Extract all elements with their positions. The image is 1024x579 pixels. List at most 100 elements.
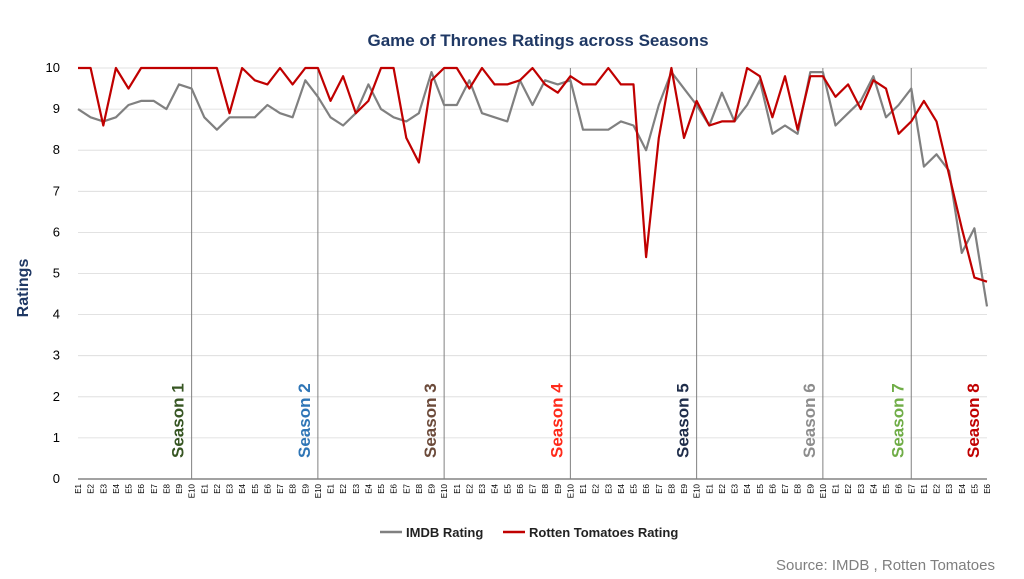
x-tick-label: E3 [731, 483, 740, 493]
x-tick-label: E4 [617, 483, 626, 493]
x-tick-label: E4 [958, 483, 967, 493]
y-tick-label: 1 [53, 430, 60, 445]
x-tick-label: E3 [99, 483, 108, 493]
x-tick-label: E7 [276, 483, 285, 493]
x-axis-ticks: E1 E2 E3 E4 E5 E6 E7 E8 E9 E10 E1 E2 E3 E4 E5 E6 E7 E8 E9 E… [74, 483, 992, 498]
x-tick-label: E4 [238, 483, 247, 493]
y-tick-label: 2 [53, 389, 60, 404]
x-tick-label: E10 [693, 483, 702, 498]
season-label: Season 7 [888, 383, 907, 458]
season-labels: Season 1 Season 2 Season 3 Season 4 Season 5… [169, 383, 983, 458]
x-tick-label: E7 [907, 483, 916, 493]
x-tick-label: E7 [402, 483, 411, 493]
source-note: Source: IMDB , Rotten Tomatoes [776, 557, 995, 574]
x-tick-label: E3 [945, 483, 954, 493]
x-tick-label: E3 [604, 483, 613, 493]
x-tick-label: E2 [87, 483, 96, 493]
x-tick-label: E5 [125, 483, 134, 493]
x-tick-label: E2 [933, 483, 942, 493]
x-tick-label: E1 [453, 483, 462, 493]
x-tick-label: E4 [869, 483, 878, 493]
x-tick-label: E8 [667, 483, 676, 493]
x-tick-label: E7 [150, 483, 159, 493]
x-tick-label: E6 [390, 483, 399, 493]
y-axis-label: Ratings [15, 259, 32, 318]
x-tick-label: E2 [592, 483, 601, 493]
series-lines [77, 66, 989, 307]
x-tick-label: E5 [756, 483, 765, 493]
x-tick-label: E3 [352, 483, 361, 493]
x-tick-label: E10 [314, 483, 323, 498]
x-tick-label: E2 [213, 483, 222, 493]
y-tick-label: 9 [53, 101, 60, 116]
gridlines [78, 67, 987, 480]
x-tick-label: E6 [263, 483, 272, 493]
y-tick-label: 3 [53, 348, 60, 363]
x-tick-label: E2 [844, 483, 853, 493]
x-tick-label: E10 [188, 483, 197, 498]
rotten-tomatoes-rating-line [78, 66, 988, 283]
x-tick-label: E1 [579, 483, 588, 493]
x-tick-label: E6 [516, 483, 525, 493]
imdb-rating-line [77, 71, 989, 307]
x-tick-label: E10 [440, 483, 449, 498]
x-tick-label: E1 [327, 483, 336, 493]
x-tick-label: E4 [743, 483, 752, 493]
x-tick-label: E8 [162, 483, 171, 493]
x-tick-label: E9 [806, 483, 815, 493]
x-tick-label: E5 [503, 483, 512, 493]
x-tick-label: E9 [680, 483, 689, 493]
y-tick-label: 4 [53, 307, 60, 322]
season-dividers [191, 68, 912, 479]
x-tick-label: E7 [529, 483, 538, 493]
season-label: Season 3 [421, 383, 440, 458]
y-tick-label: 6 [53, 224, 60, 239]
y-tick-label: 5 [53, 266, 60, 281]
x-tick-label: E3 [226, 483, 235, 493]
x-tick-label: E4 [491, 483, 500, 493]
x-tick-label: E1 [920, 483, 929, 493]
legend-label: Rotten Tomatoes Rating [529, 525, 678, 540]
x-tick-label: E1 [74, 483, 83, 493]
x-tick-label: E6 [895, 483, 904, 493]
x-tick-label: E3 [478, 483, 487, 493]
x-tick-label: E8 [541, 483, 550, 493]
legend-label: IMDB Rating [406, 525, 483, 540]
x-tick-label: E10 [819, 483, 828, 498]
y-tick-label: 8 [53, 142, 60, 157]
x-tick-label: E6 [642, 483, 651, 493]
x-tick-label: E5 [251, 483, 260, 493]
season-label: Season 6 [800, 383, 819, 458]
x-tick-label: E9 [554, 483, 563, 493]
x-tick-label: E4 [364, 483, 373, 493]
x-tick-label: E6 [137, 483, 146, 493]
season-label: Season 1 [169, 383, 188, 458]
x-tick-label: E5 [970, 483, 979, 493]
x-tick-label: E2 [718, 483, 727, 493]
chart-title: Game of Thrones Ratings across Seasons [367, 31, 708, 50]
x-tick-label: E9 [428, 483, 437, 493]
x-tick-label: E1 [832, 483, 841, 493]
x-tick-label: E9 [175, 483, 184, 493]
y-tick-label: 10 [46, 60, 60, 75]
x-tick-label: E2 [339, 483, 348, 493]
legend: IMDB Rating Rotten Tomatoes Rating [380, 525, 678, 540]
x-tick-label: E1 [705, 483, 714, 493]
y-tick-label: 7 [53, 183, 60, 198]
season-label: Season 5 [674, 383, 693, 458]
x-tick-label: E10 [566, 483, 575, 498]
season-label: Season 2 [295, 383, 314, 458]
x-tick-label: E5 [630, 483, 639, 493]
x-tick-label: E2 [465, 483, 474, 493]
x-tick-label: E5 [377, 483, 386, 493]
x-tick-label: E1 [200, 483, 209, 493]
x-tick-label: E7 [655, 483, 664, 493]
x-tick-label: E5 [882, 483, 891, 493]
y-tick-label: 0 [53, 471, 60, 486]
season-label: Season 4 [547, 383, 566, 458]
x-tick-label: E8 [289, 483, 298, 493]
x-tick-label: E8 [794, 483, 803, 493]
x-tick-label: E3 [857, 483, 866, 493]
season-label: Season 8 [964, 383, 983, 458]
